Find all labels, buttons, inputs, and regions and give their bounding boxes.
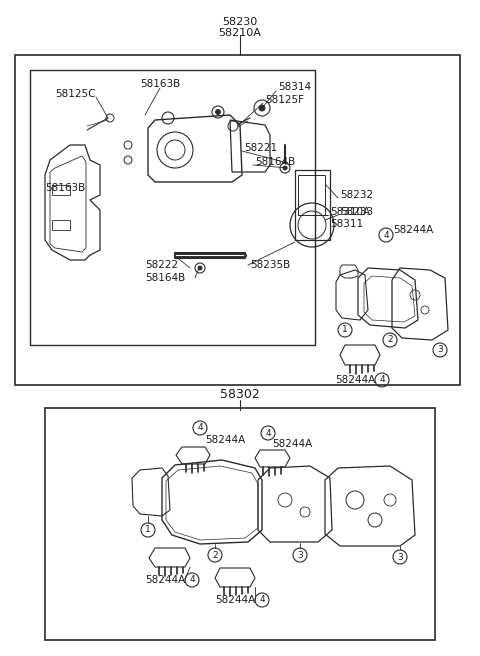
Circle shape xyxy=(198,266,202,270)
Text: 2: 2 xyxy=(387,335,393,344)
Text: 1: 1 xyxy=(342,325,348,335)
Text: 58244A: 58244A xyxy=(335,375,375,385)
Text: 2: 2 xyxy=(212,550,218,560)
Circle shape xyxy=(216,110,220,115)
Bar xyxy=(45,408,435,640)
Text: 58244A: 58244A xyxy=(393,225,433,235)
Text: 3: 3 xyxy=(297,550,303,560)
Text: 58244A: 58244A xyxy=(215,595,255,605)
Text: 4: 4 xyxy=(383,230,389,239)
Text: 58163B: 58163B xyxy=(45,183,85,193)
Text: 4: 4 xyxy=(197,424,203,432)
Text: 58163B: 58163B xyxy=(140,79,180,89)
Text: 58302: 58302 xyxy=(220,388,260,401)
Text: 4: 4 xyxy=(259,596,265,604)
Text: 58233: 58233 xyxy=(340,207,373,217)
Text: 58244A: 58244A xyxy=(145,575,185,585)
Text: 1: 1 xyxy=(145,525,151,535)
Bar xyxy=(15,55,460,385)
Text: 58221: 58221 xyxy=(244,143,277,153)
Text: 58232: 58232 xyxy=(340,190,373,200)
Text: 4: 4 xyxy=(379,375,385,384)
Text: 58244A: 58244A xyxy=(205,435,245,445)
Circle shape xyxy=(259,105,265,111)
Text: 58164B: 58164B xyxy=(145,273,185,283)
Text: 58314: 58314 xyxy=(278,82,311,92)
Text: 58310A: 58310A xyxy=(330,207,370,217)
Bar xyxy=(30,70,315,345)
Text: 58125F: 58125F xyxy=(265,95,304,105)
Text: 58230: 58230 xyxy=(222,17,258,27)
Text: 58311: 58311 xyxy=(330,219,363,229)
Text: 58125C: 58125C xyxy=(55,89,96,99)
Text: 3: 3 xyxy=(397,552,403,562)
Text: 58164B: 58164B xyxy=(255,157,295,167)
Text: 58244A: 58244A xyxy=(272,439,312,449)
Text: 4: 4 xyxy=(189,575,195,584)
Text: 3: 3 xyxy=(437,346,443,354)
Text: 58235B: 58235B xyxy=(250,260,290,270)
Text: 58222: 58222 xyxy=(145,260,178,270)
Text: 58210A: 58210A xyxy=(218,28,262,38)
Circle shape xyxy=(283,166,287,170)
Text: 4: 4 xyxy=(265,428,271,438)
